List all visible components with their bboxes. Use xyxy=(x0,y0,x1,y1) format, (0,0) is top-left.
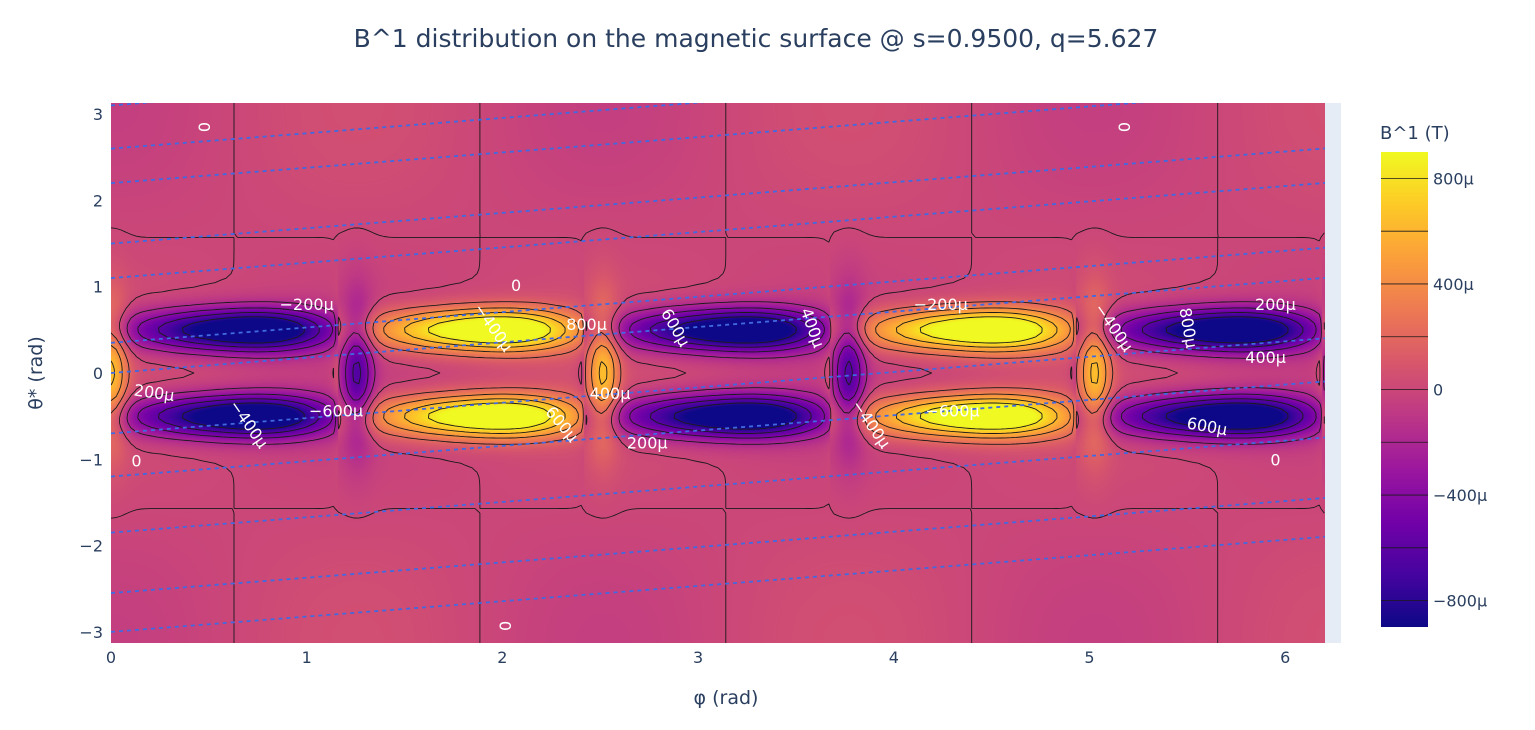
colorbar-tick-label: 0 xyxy=(1433,381,1443,400)
contour-label-23: −600μ xyxy=(309,401,363,420)
y-tick-label: 0 xyxy=(93,364,103,383)
x-tick-label: 3 xyxy=(693,648,703,667)
contour-label-21: 800μ xyxy=(566,315,607,334)
y-axis-ticks: −3 −2 −1 0 1 2 3 xyxy=(79,105,103,642)
colorbar-tick-label: −400μ xyxy=(1433,486,1487,505)
x-axis-ticks: 0 1 2 3 4 5 6 xyxy=(106,648,1290,667)
field-line-5 xyxy=(111,276,1325,374)
contour-level-0 xyxy=(182,316,1289,430)
field-line-2 xyxy=(111,436,1325,534)
contour-label-9: 200μ xyxy=(1255,295,1296,314)
contour-label-2: 0 xyxy=(511,276,521,295)
contour-label-7: −200μ xyxy=(914,295,968,314)
x-tick-label: 0 xyxy=(106,648,116,667)
y-tick-label: 2 xyxy=(93,191,103,210)
x-tick-label: 4 xyxy=(889,648,899,667)
field-line-9 xyxy=(111,103,1146,185)
field-line-8 xyxy=(111,147,1325,245)
y-tick-label: 3 xyxy=(93,105,103,124)
x-tick-label: 6 xyxy=(1280,648,1290,667)
contour-label-6: −200μ xyxy=(280,295,334,314)
field-line-6 xyxy=(111,246,1325,344)
y-tick-label: −3 xyxy=(79,623,103,642)
field-line-3 xyxy=(111,380,1325,478)
field-line-7 xyxy=(111,182,1325,279)
y-tick-label: −2 xyxy=(79,537,103,556)
y-axis-label: θ* (rad) xyxy=(25,336,47,410)
colorbar-tick-label: −800μ xyxy=(1433,592,1487,611)
heatmap-container xyxy=(111,103,1325,643)
heatmap-surface xyxy=(111,103,1325,643)
x-tick-label: 1 xyxy=(302,648,312,667)
contour-label-24: −600μ xyxy=(925,401,979,420)
contour-label-16: 400μ xyxy=(590,384,631,403)
y-tick-label: 1 xyxy=(93,278,103,297)
contour-level-4 xyxy=(111,103,1325,643)
contour-level-1 xyxy=(158,312,1304,434)
x-axis-label: φ (rad) xyxy=(694,687,759,709)
contour-label-17: 400μ xyxy=(1245,348,1286,367)
contour-level-2 xyxy=(137,307,1317,439)
field-line-0 xyxy=(111,535,1325,633)
field-lines xyxy=(111,103,1325,633)
colorbar-title: B^1 (T) xyxy=(1380,123,1450,144)
contour-label-3: 0 xyxy=(496,621,515,631)
contour-label-5: 0 xyxy=(1270,451,1280,470)
field-line-4 xyxy=(111,337,1325,435)
contour-lines xyxy=(111,103,1325,643)
colorbar-ticks: −800μ −400μ 0 400μ 800μ xyxy=(1381,169,1487,611)
contour-label-0: 0 xyxy=(194,122,213,132)
contour-label-10: 200μ xyxy=(627,433,668,452)
x-tick-label: 5 xyxy=(1084,648,1094,667)
x-tick-label: 2 xyxy=(497,648,507,667)
colorbar-tick-label: 400μ xyxy=(1433,275,1474,294)
colorbar-tick-label: 800μ xyxy=(1433,169,1474,188)
contour-level-6 xyxy=(111,307,1107,439)
y-tick-label: −1 xyxy=(79,450,103,469)
field-line-1 xyxy=(111,497,1325,594)
chart-title: B^1 distribution on the magnetic surface… xyxy=(354,24,1159,53)
contour-level-7 xyxy=(111,312,1099,434)
contour-label-4: 0 xyxy=(131,451,141,470)
contour-label-1: 0 xyxy=(1114,122,1133,132)
